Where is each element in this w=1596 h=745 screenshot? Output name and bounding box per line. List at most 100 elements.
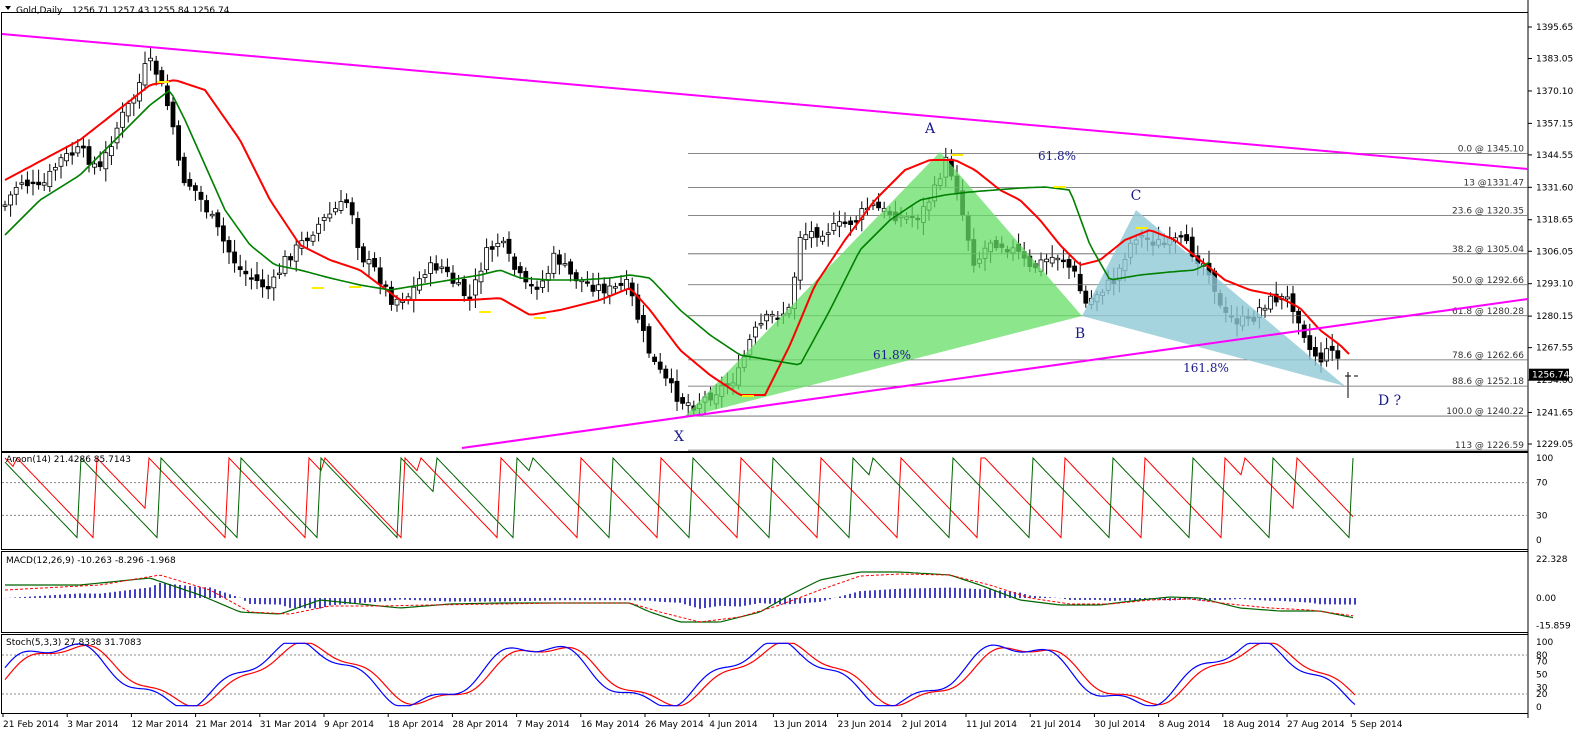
stoch-label: Stoch(5,3,3) 27.8338 31.7083 <box>6 638 141 648</box>
bear-candle <box>237 266 243 271</box>
bull-candle <box>53 167 58 171</box>
stoch-tick-label: 50 <box>1536 671 1548 681</box>
date-tick-label: 18 Aug 2014 <box>1223 720 1281 730</box>
aroon-indicator: Aroon(14) 21.4286 85.7143 100 70 30 0 <box>2 454 1553 546</box>
bear-candle <box>657 361 663 370</box>
ema-slow-line <box>4 89 1210 366</box>
date-tick-label: 13 Jun 2014 <box>773 720 827 730</box>
fibonacci-levels: 0.0 @ 1345.10 13 @1331.47 23.6 @ 1320.35 38… <box>688 145 1528 451</box>
bull-candle <box>13 187 19 195</box>
price-tick-label: 1318.65 <box>1536 216 1573 226</box>
bull-candle <box>310 234 316 242</box>
bull-candle <box>685 402 691 406</box>
bear-candle <box>523 271 529 283</box>
date-tick-label: 11 Jul 2014 <box>966 720 1017 730</box>
stoch-signal-line <box>4 642 1356 707</box>
price-tick-label: 1395.65 <box>1536 23 1573 33</box>
price-tick-label: 1331.60 <box>1536 183 1573 193</box>
price-tick-label: 1280.15 <box>1536 312 1573 322</box>
price-tick-label: 1229.05 <box>1536 440 1573 450</box>
bull-candle <box>613 286 618 289</box>
bear-candle <box>680 397 685 404</box>
bear-candle <box>876 201 881 209</box>
bear-candle <box>1061 259 1066 263</box>
bear-candle <box>652 356 657 362</box>
bull-candle <box>1285 296 1290 300</box>
price-tick-label: 1357.15 <box>1536 119 1573 129</box>
bear-candle <box>372 258 378 268</box>
bear-candle <box>529 284 534 287</box>
aroon-down-line <box>4 456 1354 539</box>
fib-level-label: 100.0 @ 1240.22 <box>1446 407 1524 417</box>
bull-candle <box>831 222 837 231</box>
bear-candle <box>198 191 204 200</box>
macd-tick-label: 22.328 <box>1536 555 1568 565</box>
date-tick-label: 23 Jun 2014 <box>838 720 892 730</box>
bear-candle <box>1077 273 1083 292</box>
symbol-dropdown-icon <box>5 6 11 10</box>
bull-candle <box>1324 348 1329 362</box>
bull-candle <box>422 274 428 278</box>
bear-candle <box>81 145 86 149</box>
bull-candle <box>607 285 613 296</box>
date-tick-label: 21 Jul 2014 <box>1030 720 1081 730</box>
bear-candle <box>192 185 198 191</box>
bull-candle <box>2 204 8 207</box>
bear-candle <box>1189 236 1195 258</box>
bull-candle <box>837 221 842 227</box>
bull-candle <box>758 323 764 326</box>
bull-candle <box>282 256 288 274</box>
bull-candle <box>472 279 478 296</box>
upper-trendline <box>1 33 1529 170</box>
price-tick-label: 1254.60 <box>1536 376 1573 386</box>
bear-candle <box>86 146 92 165</box>
stoch-tick-label: 20 <box>1536 690 1548 700</box>
bull-candle <box>809 231 814 239</box>
label-b: B <box>1075 326 1085 342</box>
bear-candle <box>674 380 680 402</box>
bull-candle <box>109 146 114 157</box>
bear-candle <box>1066 259 1072 268</box>
bear-candle <box>512 256 517 270</box>
bear-candle <box>243 270 249 275</box>
bull-candle <box>803 234 809 240</box>
bull-candle <box>148 57 154 62</box>
bull-candle <box>1055 257 1061 261</box>
bear-candle <box>568 261 573 275</box>
bull-candle <box>64 153 69 162</box>
macd-indicator: MACD(12,26,9) -10.263 -8.296 -1.968 22.32… <box>4 555 1571 632</box>
bull-candle <box>764 313 769 322</box>
bear-candle <box>164 85 170 107</box>
bull-candle <box>400 300 406 303</box>
bull-candle <box>271 276 277 289</box>
fib-level-label: 23.6 @ 1320.35 <box>1452 206 1524 216</box>
bull-candle <box>456 282 462 285</box>
bull-candle <box>1268 295 1273 310</box>
bear-candle <box>24 179 30 187</box>
date-tick-label: 5 Sep 2014 <box>1351 720 1403 730</box>
aroon-up-line <box>4 456 1354 539</box>
fib-level-label: 13 @1331.47 <box>1463 179 1524 189</box>
bear-candle <box>1178 235 1184 238</box>
bear-candle <box>360 246 366 263</box>
bear-candle <box>433 263 439 271</box>
price-tick-label: 1293.10 <box>1536 280 1573 290</box>
fib-level-label: 88.6 @ 1252.18 <box>1452 377 1524 387</box>
date-tick-label: 4 Jun 2014 <box>709 720 758 730</box>
bear-candle <box>204 200 210 213</box>
bull-candle <box>1262 307 1268 311</box>
macd-label: MACD(12,26,9) -10.263 -8.296 -1.968 <box>6 556 176 566</box>
price-tick-label: 1306.05 <box>1536 247 1573 257</box>
bear-candle <box>618 282 624 286</box>
date-tick-label: 21 Feb 2014 <box>3 720 59 730</box>
stoch-tick-label: 0 <box>1536 703 1542 713</box>
bull-candle <box>1049 256 1055 264</box>
bull-candle <box>394 298 400 306</box>
stoch-tick-label: 30 <box>1536 684 1548 694</box>
bull-candle <box>58 157 64 167</box>
bear-candle <box>1072 265 1077 272</box>
bear-candle <box>557 254 562 265</box>
label-c: C <box>1131 188 1142 204</box>
bull-candle <box>293 244 299 262</box>
